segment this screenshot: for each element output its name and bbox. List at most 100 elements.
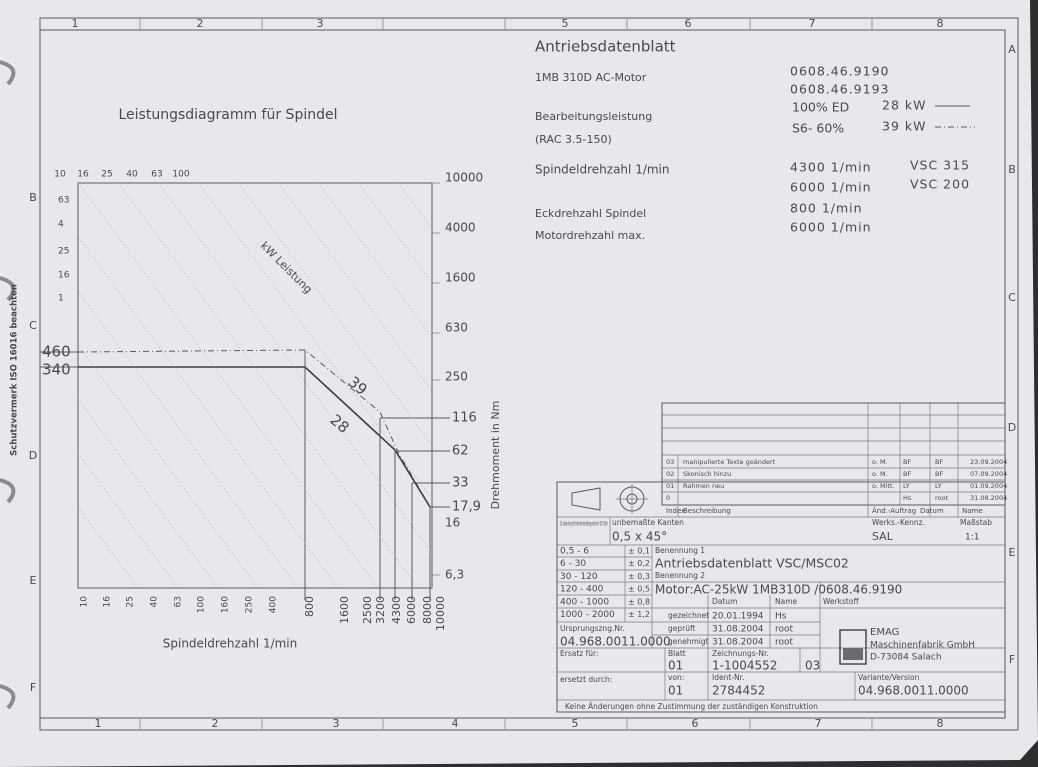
- torque-tick-label: 116: [452, 411, 477, 426]
- power-grid-line: [78, 236, 339, 588]
- part-number: 0608.46.9193: [790, 82, 889, 97]
- sheet-title: Antriebsdatenblatt: [535, 38, 676, 56]
- speed-tick-label: 25: [126, 596, 136, 607]
- x-axis-label: Spindeldrehzahl 1/min: [163, 637, 298, 651]
- tolerance-range: 6 - 30: [560, 559, 586, 569]
- footer-note: Keine Änderungen ohne Zustimmung der zus…: [565, 702, 818, 711]
- power-scale-label: 25: [101, 170, 112, 180]
- sign-name: root: [775, 638, 794, 648]
- row-label: B: [1008, 163, 1016, 176]
- revision-by: BF: [903, 470, 911, 478]
- revision-by: LY: [903, 482, 910, 490]
- tolerance-value: ± 0,8: [628, 597, 650, 606]
- column-label: 6: [692, 717, 699, 730]
- origin-value: 04.968.0011.0000: [560, 635, 671, 649]
- company-name: Maschinenfabrik GmbH: [870, 641, 975, 651]
- sign-date: 31.08.2004: [712, 625, 764, 635]
- column-label: 3: [317, 17, 324, 30]
- power-grid-line: [277, 183, 432, 392]
- revision-date: 31.08.2004: [970, 494, 1007, 502]
- speed-tick-label: 4300: [390, 596, 403, 624]
- column-label: 8: [937, 17, 944, 30]
- revision-text: Skonisch hinzu: [683, 470, 731, 478]
- speed-tick-label: 10: [80, 596, 90, 608]
- sign-role: geprüft: [668, 624, 695, 633]
- power-grid-line: [317, 183, 432, 338]
- sign-role: genehmigt: [668, 637, 709, 646]
- sign-date: 31.08.2004: [712, 638, 764, 648]
- revision-index: 03: [666, 458, 674, 466]
- sign-date: 20.01.1994: [712, 612, 764, 622]
- ident-value: 2784452: [712, 684, 765, 698]
- torque-tick-label: 6,3: [445, 568, 464, 582]
- torque-tick-label: 4000: [445, 221, 476, 235]
- corner-speed-label: Eckdrehzahl Spindel: [535, 207, 646, 220]
- duty-cycle: 100% ED: [792, 100, 849, 115]
- row-label: C: [1008, 291, 1016, 304]
- material-label: Werkstoff: [823, 597, 859, 606]
- power-grid-line: [357, 183, 432, 284]
- torque-tick-label: 10000: [445, 171, 483, 185]
- torque-tick-label: 630: [445, 321, 468, 335]
- revision-header: Beschreibung: [683, 507, 731, 515]
- speed-tick-label: 250: [245, 596, 255, 613]
- revision-name: LY: [935, 482, 942, 490]
- revision-order: o. M.: [872, 470, 888, 478]
- name-value: Antriebsdatenblatt VSC/MSC02: [655, 556, 849, 571]
- column-label: 4: [452, 717, 459, 730]
- tolerance-value: ± 0,3: [628, 572, 650, 581]
- sign-name: Hs: [775, 612, 787, 622]
- speed-value: 4300 1/min: [790, 160, 872, 175]
- power-note: (RAC 3.5-150): [535, 133, 612, 146]
- speed-tick-label: 16: [103, 596, 113, 608]
- power-grid-line: [237, 183, 432, 446]
- scale-label: Maßstab: [960, 518, 992, 527]
- revision-index: 0: [666, 494, 670, 502]
- torque-tick-label: 33: [452, 476, 469, 491]
- sheet-value: 01: [668, 659, 683, 673]
- power-grid-line: [157, 183, 432, 554]
- max-speed-label: Motordrehzahl max.: [535, 229, 645, 242]
- name-label: Benennung 1: [655, 546, 705, 555]
- power-grid-line: [78, 344, 259, 588]
- tolerance-range: 120 - 400: [560, 585, 604, 595]
- revision-header: Index: [666, 507, 685, 515]
- tolerance-value: ± 0,2: [628, 559, 650, 568]
- max-speed: 6000 1/min: [790, 220, 872, 235]
- sheet-label: Blatt: [668, 649, 686, 658]
- power-grid-line: [117, 183, 419, 588]
- revision-order: o. M.: [872, 458, 888, 466]
- revision-text: Rahmen neu: [683, 482, 724, 490]
- sign-role: gezeichnet: [668, 611, 709, 620]
- row-label: D: [29, 449, 37, 462]
- row-label: C: [29, 319, 37, 332]
- part-number: 0608.46.9190: [790, 64, 889, 79]
- torque-tick-label: 17,9: [452, 500, 481, 515]
- revision-index: 02: [666, 470, 674, 478]
- column-label: 6: [685, 17, 692, 30]
- speed-tick-label: 800: [303, 596, 316, 617]
- company-name: EMAG: [870, 627, 899, 638]
- power-label: Bearbeitungsleistung: [535, 110, 652, 123]
- revision-header: Datum: [920, 507, 944, 515]
- speed-tick-label: 63: [174, 596, 184, 607]
- tolerance-note: Zul. Abweichung nicht tolerierter Bearbe…: [560, 521, 608, 528]
- speed-tick-label: 160: [221, 596, 231, 613]
- power-value: 39 kW: [882, 119, 926, 134]
- frame: [39, 17, 1019, 731]
- column-label: 7: [815, 717, 822, 730]
- speed-tick-label: 6000: [405, 596, 418, 624]
- drive-type: VSC 315: [910, 158, 970, 173]
- replaces-label: Ersatz für:: [560, 649, 598, 658]
- power-scale-label: 63: [151, 170, 162, 180]
- revision-header: Name: [962, 507, 983, 515]
- tolerance-value: ± 1,2: [628, 610, 650, 619]
- scale-value: 1:1: [965, 533, 979, 543]
- column-label: 1: [95, 717, 102, 730]
- revision-order: o. Mitt.: [872, 482, 895, 490]
- name-value: Motor:AC-25kW 1MB310D /0608.46.9190: [655, 583, 902, 597]
- power-grid-line: [78, 398, 219, 588]
- row-label: B: [29, 191, 37, 204]
- corner-speed: 800 1/min: [790, 201, 863, 216]
